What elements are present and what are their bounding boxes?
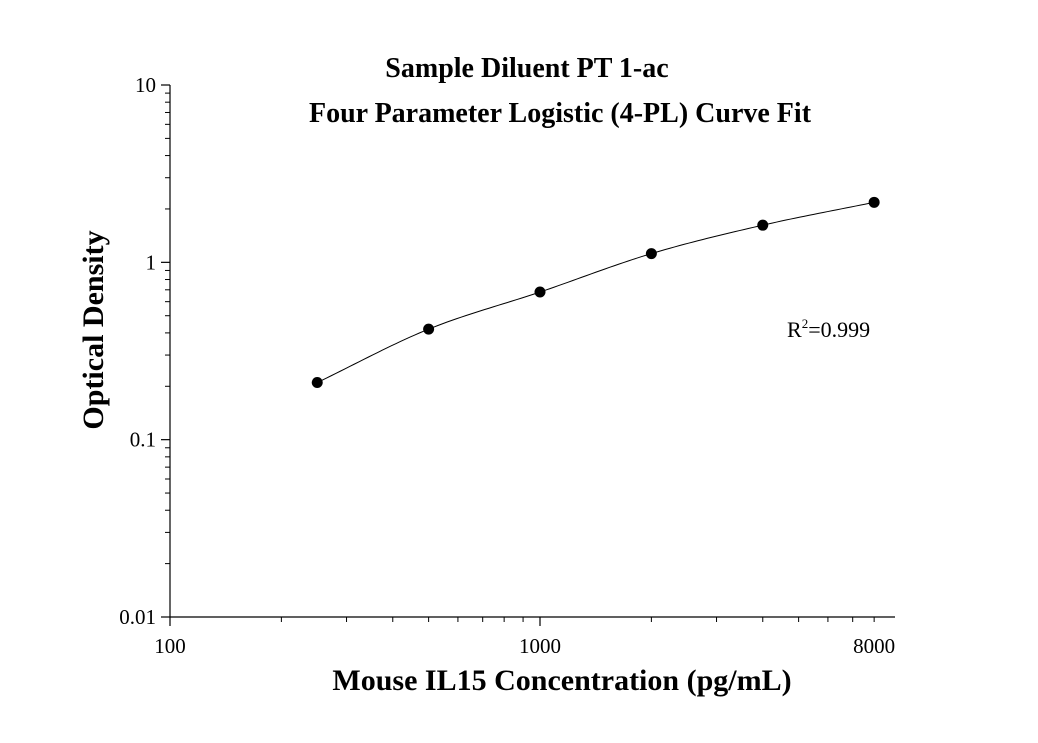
x-axis-label: Mouse IL15 Concentration (pg/mL) xyxy=(332,664,791,697)
y-tick-label: 0.01 xyxy=(119,605,156,629)
chart-title: Sample Diluent PT 1-ac xyxy=(385,53,668,84)
fit-curve xyxy=(317,201,875,383)
y-tick-label: 0.1 xyxy=(130,428,156,452)
data-point xyxy=(868,196,880,208)
data-point xyxy=(645,248,657,260)
x-tick-label: 1000 xyxy=(519,634,561,658)
data-point xyxy=(311,377,323,389)
y-tick-label: 1 xyxy=(146,250,157,274)
data-points xyxy=(311,196,880,389)
x-tick-label: 8000 xyxy=(853,634,895,658)
axes: 0.01 0.1 1 10 100 1000 8000 xyxy=(119,73,895,658)
r-squared-value: =0.999 xyxy=(808,317,870,342)
r-squared-base: R xyxy=(787,317,802,342)
r-squared-annotation: R2=0.999 xyxy=(787,316,870,342)
y-tick-label: 10 xyxy=(135,73,156,97)
data-point xyxy=(757,219,769,231)
y-axis-label: Optical Density xyxy=(77,230,110,429)
data-point xyxy=(534,286,546,298)
data-point xyxy=(423,323,435,335)
x-tick-label: 100 xyxy=(154,634,186,658)
chart-subtitle: Four Parameter Logistic (4-PL) Curve Fit xyxy=(309,98,812,129)
r-squared-superscript: 2 xyxy=(802,316,809,331)
fit-curve-layer xyxy=(317,201,875,383)
